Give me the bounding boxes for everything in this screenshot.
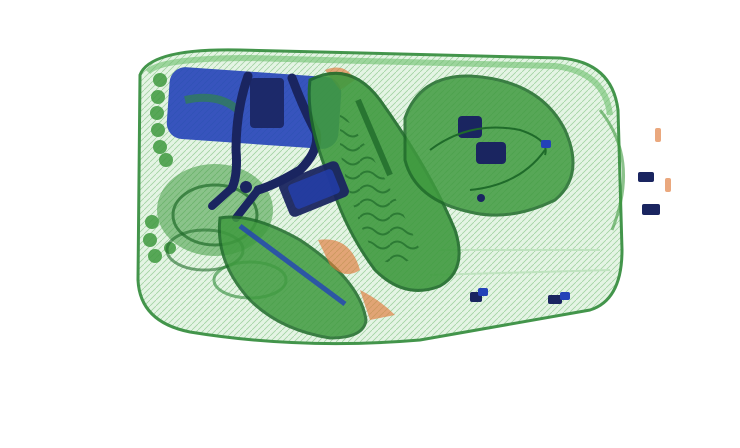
shoe-left xyxy=(217,215,368,340)
phone xyxy=(279,161,349,217)
pliers xyxy=(208,71,322,222)
zipper-pulls xyxy=(470,172,660,304)
pouch-with-electronics xyxy=(403,74,575,217)
